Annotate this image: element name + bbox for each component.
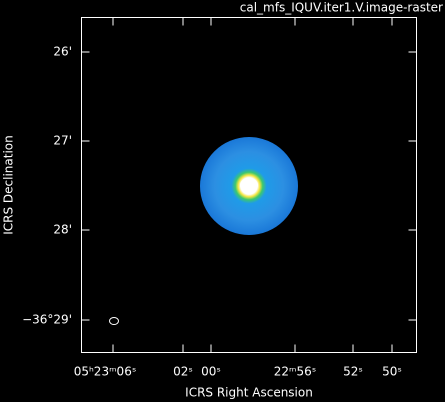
- x-tick-label: 52ˢ: [343, 365, 363, 379]
- x-axis-label: ICRS Right Ascension: [185, 386, 313, 400]
- source-core: [240, 178, 258, 192]
- y-tick-label: −36°29': [22, 313, 72, 327]
- y-tick-label: 27': [53, 134, 72, 148]
- y-tick-label: 26': [53, 45, 72, 59]
- y-tick-label: 28': [53, 223, 72, 237]
- x-tick-label: 00ˢ: [201, 365, 221, 379]
- title: cal_mfs_IQUV.iter1.V.image-raster: [240, 1, 443, 15]
- x-tick-label: 02ˢ: [173, 365, 193, 379]
- x-tick-label: 22ᵐ56ˢ: [274, 365, 317, 379]
- x-tick-label: 50ˢ: [382, 365, 402, 379]
- frame: [81, 17, 417, 353]
- x-tick-label: 05ʰ23ᵐ06ˢ: [74, 365, 137, 379]
- beam: [109, 317, 119, 325]
- y-axis-label: ICRS Declination: [2, 135, 16, 235]
